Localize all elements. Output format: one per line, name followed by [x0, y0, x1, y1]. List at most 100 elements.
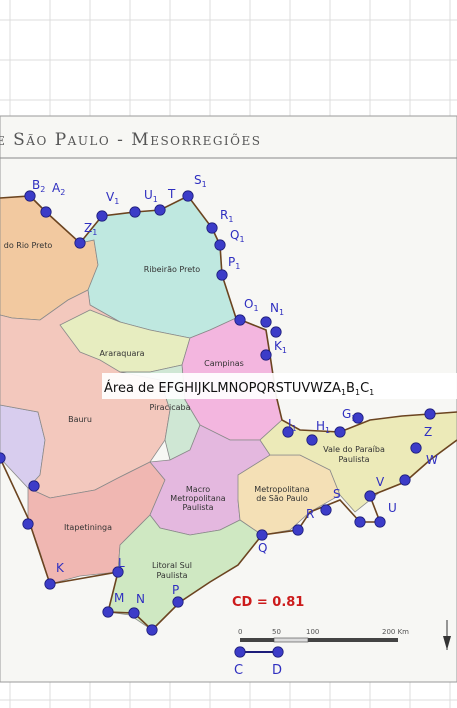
scale-bar-segment-1 [240, 638, 274, 642]
point-b2[interactable] [24, 190, 36, 202]
scale-tick-200: 200 Km [382, 628, 409, 636]
point-a2[interactable] [40, 206, 52, 218]
point-w[interactable] [410, 442, 422, 454]
point-u2[interactable] [354, 516, 366, 528]
region-label-ribeirao-preto: Ribeirão Preto [144, 265, 200, 274]
region-labels: do Rio Preto Ribeirão Preto Araraquara C… [4, 241, 385, 580]
region-label-bauru: Bauru [68, 415, 92, 424]
north-arrow-icon [443, 620, 451, 650]
label-r1: R1 [220, 208, 233, 224]
macro-metro-line-2: Metropolitana [170, 494, 225, 503]
point-z1[interactable] [74, 237, 86, 249]
label-r: R [306, 507, 314, 521]
label-g1: G1 [342, 407, 356, 423]
point-r[interactable] [292, 524, 304, 536]
point-z[interactable] [424, 408, 436, 420]
point-v1a[interactable] [96, 210, 108, 222]
label-l: L [118, 556, 125, 570]
metro-sp-line-1: Metropolitana [254, 485, 309, 494]
label-q: Q [258, 541, 267, 555]
point-c[interactable] [234, 646, 246, 658]
label-b2: B2 [32, 178, 45, 194]
point-labels: B2 A2 Z1 V1 U1 T S1 R1 Q1 P1 O1 N1 K1 I1… [32, 173, 438, 606]
point-m[interactable] [102, 606, 114, 618]
point-o[interactable] [146, 624, 158, 636]
point-p1[interactable] [216, 269, 228, 281]
region-label-vale-paraiba: Vale do Paraíba Paulista [323, 445, 385, 464]
label-m: M [114, 591, 124, 605]
label-s1: S1 [194, 173, 207, 189]
scale-tick-50: 50 [272, 628, 281, 636]
point-q[interactable] [256, 529, 268, 541]
label-k1: K1 [274, 339, 287, 355]
vale-line-1: Vale do Paraíba [323, 445, 385, 454]
point-v[interactable] [364, 490, 376, 502]
point-g1a[interactable] [334, 426, 346, 438]
point-d[interactable] [272, 646, 284, 658]
vale-line-2: Paulista [338, 455, 369, 464]
point-s[interactable] [320, 504, 332, 516]
litoral-line-1: Litoral Sul [152, 561, 192, 570]
point-n1[interactable] [260, 316, 272, 328]
label-t: T [167, 187, 176, 201]
label-i1: I1 [288, 417, 297, 433]
region-label-piracicaba: Piracicaba [150, 403, 191, 412]
point-u[interactable] [374, 516, 386, 528]
label-h1: H1 [316, 419, 330, 435]
litoral-line-2: Paulista [156, 571, 187, 580]
region-label-litoral-sul: Litoral Sul Paulista [152, 561, 192, 580]
label-o1: O1 [244, 297, 259, 313]
region-label-macro-metro: Macro Metropolitana Paulista [170, 485, 225, 512]
map-title: e São Paulo - Mesorregiões [0, 130, 262, 150]
region-label-itapetininga: Itapetininga [64, 523, 112, 532]
scale-bar: 0 50 100 200 Km [238, 628, 409, 643]
point-o1[interactable] [234, 314, 246, 326]
scale-tick-100: 100 [306, 628, 319, 636]
point-n1b[interactable] [270, 326, 282, 338]
polygon-outline[interactable] [0, 194, 457, 433]
point-k1[interactable] [260, 349, 272, 361]
label-v: V [376, 475, 385, 489]
label-c: C [234, 663, 243, 678]
area-label[interactable]: Área de EFGHIJKLMNOPQRSTUVWZA1B1C1 [104, 380, 374, 397]
scale-tick-0: 0 [238, 628, 242, 636]
point-j[interactable] [22, 518, 34, 530]
label-n: N [136, 592, 145, 606]
label-s: S [333, 487, 341, 501]
region-label-araraquara: Araraquara [99, 349, 144, 358]
point-g1[interactable] [352, 412, 364, 424]
point-k[interactable] [44, 578, 56, 590]
point-i[interactable] [28, 480, 40, 492]
point-s1[interactable] [206, 222, 218, 234]
metro-sp-line-2: de São Paulo [256, 494, 308, 503]
label-p1: P1 [228, 255, 240, 271]
point-v1[interactable] [129, 206, 141, 218]
area-label-box [102, 373, 457, 399]
label-p: P [172, 583, 179, 597]
point-w2[interactable] [399, 474, 411, 486]
point-p[interactable] [172, 596, 184, 608]
point-r1[interactable] [214, 239, 226, 251]
label-z1: Z1 [84, 221, 97, 237]
point-t[interactable] [182, 190, 194, 202]
point-h[interactable] [0, 452, 6, 464]
label-q1: Q1 [230, 228, 245, 244]
label-v1: V1 [106, 190, 119, 206]
point-i1[interactable] [282, 426, 294, 438]
point-h1[interactable] [306, 434, 318, 446]
label-w: W [426, 453, 438, 467]
label-a2: A2 [52, 181, 65, 197]
scale-bar-segment-2 [273, 637, 309, 643]
cd-label[interactable]: CD = 0.81 [232, 595, 304, 610]
point-l[interactable] [112, 566, 124, 578]
label-k: K [56, 561, 65, 575]
region-label-metro-sp: Metropolitana de São Paulo [254, 485, 309, 503]
label-d: D [272, 663, 282, 678]
point-n[interactable] [128, 607, 140, 619]
point-u1[interactable] [154, 204, 166, 216]
macro-metro-line-1: Macro [186, 485, 210, 494]
scale-bar-segment-3 [308, 638, 398, 642]
polygon-points[interactable] [0, 190, 436, 636]
